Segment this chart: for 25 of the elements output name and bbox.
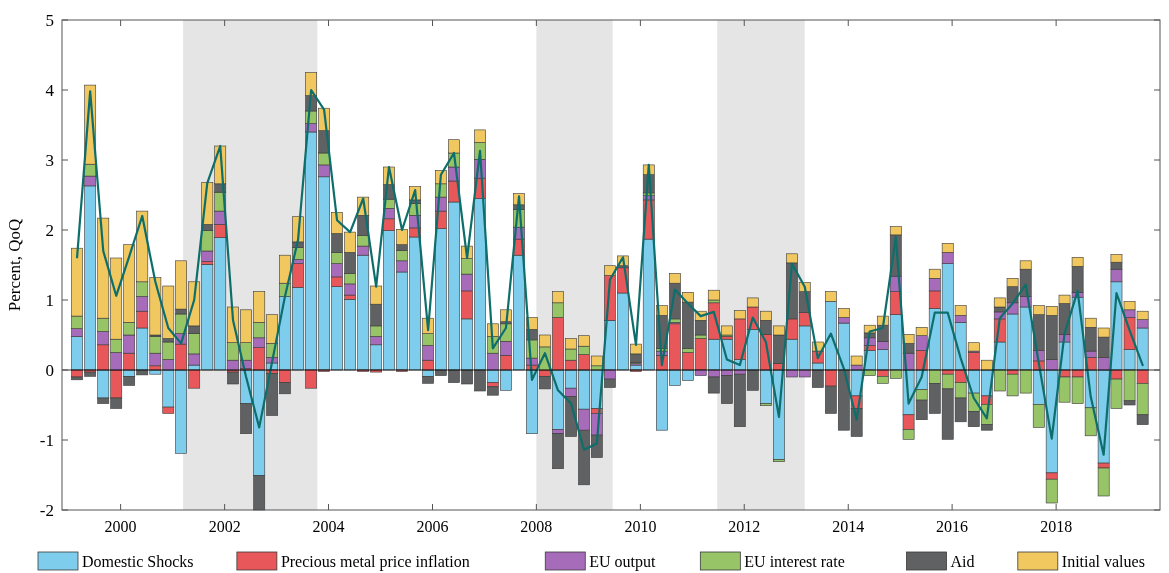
- x-tick-label: 2004: [312, 518, 345, 535]
- y-tick-label: 0: [45, 360, 54, 380]
- x-tick-label: 2008: [520, 518, 553, 535]
- x-tick-label: 2012: [728, 518, 761, 535]
- x-tick-label: 2016: [936, 518, 969, 535]
- x-tick-label: 2000: [104, 518, 137, 535]
- x-tick-label: 2010: [624, 518, 657, 535]
- y-tick-label: -1: [39, 430, 54, 450]
- legend-label: EU interest rate: [744, 552, 845, 570]
- y-tick-label: 4: [45, 80, 55, 100]
- x-tick-label: 2002: [208, 518, 241, 535]
- y-tick-label: 5: [45, 10, 54, 30]
- legend-label: Initial values: [1061, 552, 1145, 570]
- y-tick-label: 2: [45, 220, 54, 240]
- x-tick-label: 2006: [416, 518, 449, 535]
- legend-label: EU output: [589, 552, 657, 571]
- legend-label: Domestic Shocks: [82, 552, 194, 570]
- y-tick-label: -2: [39, 500, 54, 520]
- x-tick-label: 2018: [1040, 518, 1073, 535]
- legend-label: Aid: [950, 552, 975, 570]
- y-tick-label: 3: [45, 150, 54, 170]
- legend-label: Precious metal price inflation: [280, 552, 470, 571]
- y-axis-title: Percent, QoQ: [5, 218, 24, 312]
- x-tick-label: 2014: [832, 518, 865, 535]
- y-tick-label: 1: [45, 290, 54, 310]
